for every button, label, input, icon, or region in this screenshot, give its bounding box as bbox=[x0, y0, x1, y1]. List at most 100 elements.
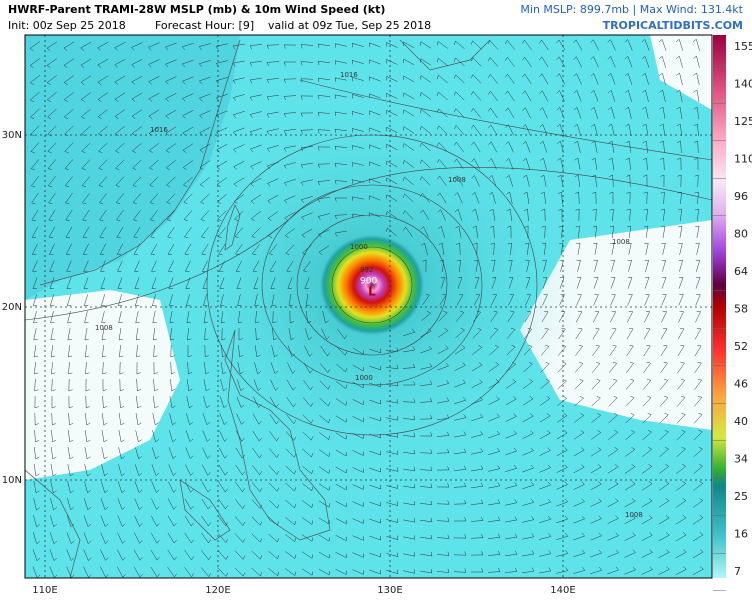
wind-barb-flag bbox=[156, 539, 160, 544]
wind-barb-flag bbox=[310, 402, 314, 407]
wind-barb bbox=[421, 109, 431, 117]
wind-barb bbox=[32, 566, 38, 578]
wind-barb-flag bbox=[70, 507, 74, 510]
wind-barb bbox=[182, 42, 194, 48]
wind-barb-flag bbox=[487, 57, 491, 62]
wind-barb bbox=[491, 158, 497, 170]
wind-barb-flag bbox=[165, 133, 170, 136]
wind-barb-flag bbox=[471, 141, 474, 146]
wind-barb bbox=[335, 230, 347, 234]
wind-barb bbox=[251, 211, 261, 219]
wind-barb bbox=[420, 570, 432, 574]
wind-barb bbox=[438, 108, 448, 118]
wind-barb bbox=[505, 554, 517, 556]
wind-barb-flag bbox=[664, 429, 669, 433]
wind-barb-flag bbox=[658, 39, 663, 43]
wind-barb bbox=[661, 39, 667, 51]
wind-barb-flag bbox=[36, 507, 40, 511]
wind-barb bbox=[556, 501, 568, 507]
wind-barb-flag bbox=[494, 344, 499, 348]
wind-barb-flag bbox=[693, 106, 698, 110]
wind-barb bbox=[491, 175, 497, 187]
wind-barb-flag bbox=[643, 225, 649, 228]
wind-barb bbox=[557, 380, 567, 390]
wind-barb-flag bbox=[173, 539, 177, 544]
wind-barb bbox=[31, 176, 39, 186]
wind-barb-flag bbox=[676, 89, 680, 93]
wind-barb-flag bbox=[470, 91, 474, 96]
wind-barb-flag bbox=[694, 208, 699, 211]
wind-barb-flag bbox=[325, 320, 329, 324]
colorbar-label: 25 bbox=[734, 490, 748, 503]
wind-barb bbox=[561, 225, 563, 239]
wind-barb-flag bbox=[189, 438, 194, 442]
wind-barb bbox=[101, 294, 105, 306]
wind-barb-flag bbox=[488, 91, 491, 95]
wind-barb bbox=[250, 128, 262, 132]
wind-barb-flag bbox=[643, 208, 648, 211]
wind-barb-flag bbox=[631, 430, 635, 433]
wind-barb bbox=[184, 532, 192, 544]
wind-barb bbox=[509, 260, 513, 272]
wind-barb-flag bbox=[446, 380, 449, 384]
wind-barb bbox=[83, 260, 89, 272]
wind-barb bbox=[252, 244, 260, 254]
wind-barb bbox=[645, 243, 649, 255]
wind-barb-flag bbox=[556, 39, 560, 44]
wind-barb bbox=[252, 447, 260, 459]
wind-barb-flag bbox=[419, 75, 422, 80]
wind-barb bbox=[454, 347, 466, 355]
wind-barb-flag bbox=[547, 447, 551, 451]
wind-barb bbox=[152, 311, 156, 323]
wind-barb bbox=[505, 450, 517, 456]
colorbar bbox=[713, 35, 726, 578]
wind-barb-flag bbox=[259, 504, 263, 509]
wind-barb bbox=[544, 192, 546, 204]
wind-barb-flag bbox=[120, 439, 125, 443]
wind-barb bbox=[318, 245, 330, 253]
wind-barb-flag bbox=[471, 124, 474, 129]
wind-barb-flag bbox=[679, 327, 684, 330]
wind-barb bbox=[386, 367, 398, 369]
wind-barb-flag bbox=[573, 107, 578, 111]
wind-barb-flag bbox=[64, 151, 69, 154]
wind-barb-flag bbox=[608, 123, 612, 127]
wind-barb-flag bbox=[33, 338, 38, 341]
wind-barb-flag bbox=[250, 131, 253, 136]
wind-barb-flag bbox=[591, 174, 596, 178]
wind-barb bbox=[268, 244, 278, 254]
wind-barb-flag bbox=[626, 174, 630, 177]
wind-barb-flag bbox=[274, 370, 279, 374]
wind-barb-flag bbox=[149, 167, 154, 171]
wind-barb-flag bbox=[311, 520, 314, 525]
wind-barb-flag bbox=[101, 338, 106, 341]
wind-barb-flag bbox=[334, 77, 337, 82]
wind-barb-flag bbox=[563, 413, 568, 416]
wind-barb bbox=[422, 193, 430, 203]
wind-barb-flag bbox=[461, 345, 466, 348]
wind-barb-flag bbox=[444, 328, 449, 331]
wind-barb bbox=[83, 243, 89, 255]
wind-barb bbox=[472, 91, 482, 101]
wind-barb bbox=[118, 447, 122, 459]
wind-barb-flag bbox=[233, 149, 237, 153]
wind-barb-flag bbox=[446, 397, 450, 401]
wind-barb-flag bbox=[199, 149, 204, 153]
wind-barb-flag bbox=[114, 99, 119, 102]
wind-barb bbox=[271, 294, 275, 306]
wind-barb bbox=[526, 192, 530, 204]
wind-barb bbox=[51, 430, 53, 442]
wind-barb-flag bbox=[576, 242, 581, 245]
wind-barb bbox=[404, 176, 414, 186]
wind-barb bbox=[436, 520, 450, 522]
wind-barb-flag bbox=[276, 454, 279, 458]
wind-barb-flag bbox=[223, 388, 227, 392]
wind-barb-flag bbox=[292, 386, 296, 391]
wind-barb bbox=[134, 277, 140, 289]
wind-barb-flag bbox=[665, 515, 670, 519]
wind-barb bbox=[697, 124, 699, 136]
wind-barb-flag bbox=[31, 202, 36, 205]
wind-barb-flag bbox=[609, 208, 614, 211]
wind-barb bbox=[594, 260, 598, 272]
wind-barb-flag bbox=[692, 39, 697, 42]
